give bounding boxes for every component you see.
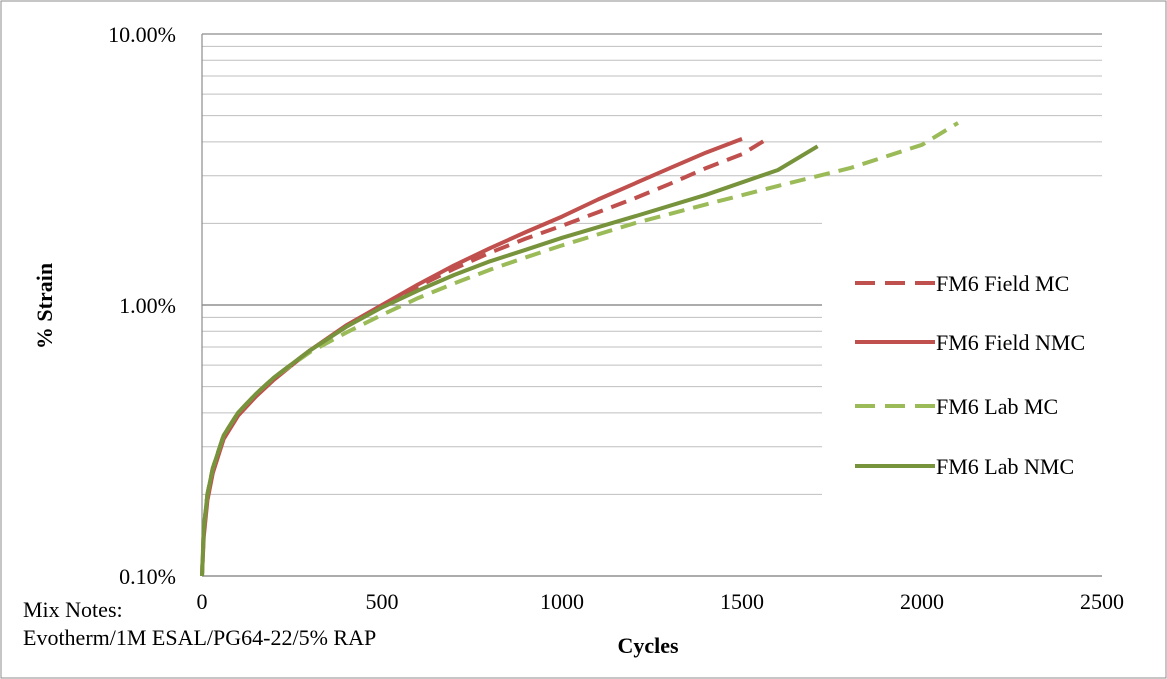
x-tick-label: 2500 (1080, 589, 1124, 614)
mix-notes-value: Evotherm/1M ESAL/PG64-22/5% RAP (23, 625, 376, 650)
series-lines (200, 121, 960, 577)
legend: FM6 Field MC FM6 Field NMC FM6 Lab MC FM6 L… (855, 271, 1085, 479)
legend-entry-label: FM6 Field NMC (936, 330, 1085, 355)
x-axis-title: Cycles (617, 633, 679, 658)
series-line-fm6-lab-nmc (200, 144, 819, 577)
legend-entry-label: FM6 Lab MC (936, 394, 1058, 419)
mix-notes-label: Mix Notes: (23, 597, 123, 622)
y-axis-title: % Strain (32, 263, 57, 349)
axes: 0 500 1000 1500 2000 2500 0.10% 1.00% 10.00% (108, 22, 1124, 614)
x-tick-label: 0 (197, 589, 208, 614)
x-tick-label: 500 (366, 589, 399, 614)
x-tick-label: 1000 (540, 589, 584, 614)
legend-entry-label: FM6 Field MC (936, 271, 1069, 296)
y-tick-label: 10.00% (108, 22, 176, 47)
x-tick-label: 2000 (900, 589, 944, 614)
y-tick-label: 1.00% (119, 293, 176, 318)
y-tick-label: 0.10% (119, 564, 176, 589)
x-tick-label: 1500 (720, 589, 764, 614)
legend-entry-label: FM6 Lab NMC (936, 454, 1074, 479)
